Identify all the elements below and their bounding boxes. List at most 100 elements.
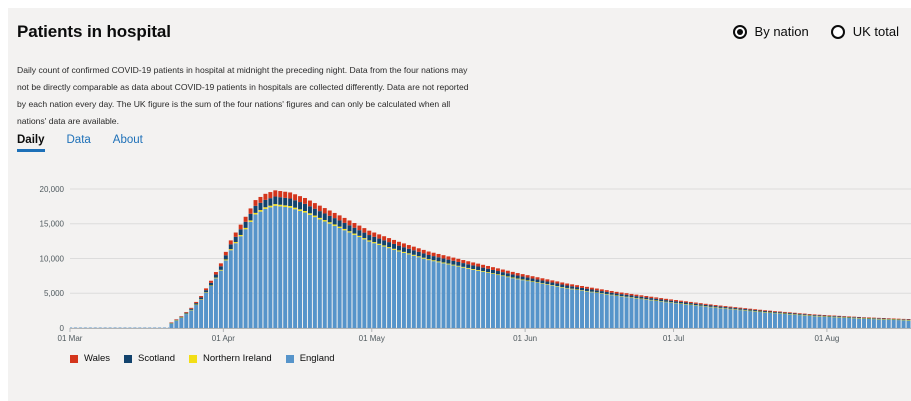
- bar-england: [293, 209, 298, 328]
- bar-england: [589, 292, 594, 328]
- bar-scotland: [763, 311, 768, 313]
- bar-northern-ireland: [758, 311, 763, 313]
- bar-scotland: [906, 319, 911, 321]
- bar-scotland: [545, 281, 550, 285]
- bar-northern-ireland: [792, 314, 797, 315]
- bar-northern-ireland: [584, 290, 589, 292]
- bar-scotland: [367, 235, 372, 241]
- tab-about[interactable]: About: [112, 134, 143, 146]
- bar-wales: [382, 236, 387, 241]
- radio-uk-total[interactable]: UK total: [830, 24, 899, 39]
- bar-england: [184, 313, 189, 328]
- bar-wales: [728, 306, 733, 308]
- bar-england: [426, 260, 431, 328]
- tab-data[interactable]: Data: [66, 134, 91, 146]
- bar-northern-ireland: [530, 281, 535, 283]
- bar-northern-ireland: [466, 267, 471, 269]
- bar-northern-ireland: [288, 205, 293, 208]
- bar-northern-ireland: [481, 271, 486, 272]
- bar-scotland: [871, 318, 876, 319]
- bar-northern-ireland: [644, 299, 649, 300]
- bar-scotland: [570, 286, 575, 289]
- bar-england: [322, 221, 327, 328]
- bar-northern-ireland: [446, 263, 451, 265]
- bar-england: [204, 292, 209, 328]
- bar-northern-ireland: [416, 256, 421, 258]
- bar-england: [772, 312, 777, 328]
- legend-label-england: England: [299, 353, 335, 364]
- bar-northern-ireland: [555, 286, 560, 287]
- bar-england: [674, 303, 678, 328]
- bar-scotland: [698, 304, 703, 306]
- bar-northern-ireland: [748, 310, 753, 312]
- bar-england: [812, 315, 817, 328]
- bar-england: [258, 211, 263, 328]
- bar-northern-ireland: [263, 207, 268, 209]
- bar-scotland: [693, 303, 698, 306]
- bar-wales: [906, 319, 911, 320]
- tab-daily[interactable]: Daily: [17, 134, 45, 152]
- bar-england: [253, 214, 258, 328]
- bar-wales: [862, 317, 866, 318]
- bar-scotland: [886, 318, 891, 320]
- bar-northern-ireland: [659, 301, 664, 302]
- bar-scotland: [278, 197, 283, 205]
- bar-scotland: [807, 314, 812, 316]
- bar-england: [738, 309, 743, 328]
- bar-northern-ireland: [406, 253, 411, 255]
- bar-northern-ireland: [293, 207, 298, 210]
- bar-wales: [233, 232, 238, 237]
- bar-northern-ireland: [471, 268, 476, 270]
- bar-northern-ireland: [812, 315, 817, 317]
- bar-england: [411, 255, 416, 328]
- bar-wales: [896, 318, 901, 320]
- bar-england: [654, 300, 659, 328]
- bar-wales: [708, 304, 713, 306]
- bar-northern-ireland: [397, 250, 401, 252]
- bar-northern-ireland: [540, 283, 545, 284]
- bar-northern-ireland: [426, 259, 431, 261]
- bar-wales: [777, 311, 782, 313]
- bar-england: [243, 229, 248, 328]
- bar-england: [683, 304, 688, 328]
- bar-england: [743, 310, 748, 328]
- bar-wales: [204, 288, 209, 291]
- radio-by-nation[interactable]: By nation: [732, 24, 809, 39]
- bar-wales: [307, 200, 312, 207]
- bar-scotland: [520, 276, 525, 280]
- bar-scotland: [421, 253, 426, 258]
- bar-northern-ireland: [372, 242, 377, 244]
- bar-scotland: [510, 274, 515, 278]
- bar-scotland: [461, 263, 466, 267]
- bar-england: [728, 309, 733, 328]
- y-tick-label: 20,000: [40, 185, 65, 194]
- legend-swatch-england: [285, 354, 294, 363]
- bar-england: [857, 318, 862, 328]
- bar-scotland: [327, 215, 332, 223]
- bar-wales: [866, 317, 871, 318]
- bar-northern-ireland: [317, 217, 322, 220]
- bar-england: [213, 278, 218, 328]
- bar-england: [372, 243, 377, 328]
- bar-scotland: [787, 313, 792, 314]
- bar-england: [397, 251, 401, 328]
- chart-card: [8, 8, 911, 401]
- bar-scotland: [852, 317, 857, 318]
- bar-scotland: [733, 308, 738, 310]
- bar-northern-ireland: [367, 240, 372, 242]
- bar-wales: [209, 280, 213, 283]
- bar-england: [406, 254, 411, 328]
- bar-northern-ireland: [822, 316, 827, 317]
- bar-northern-ireland: [609, 294, 614, 296]
- bar-scotland: [515, 275, 520, 279]
- bar-northern-ireland: [594, 292, 599, 293]
- x-tick-label: 01 Mar: [58, 334, 83, 343]
- bar-scotland: [550, 282, 555, 286]
- bar-england: [807, 315, 812, 328]
- bar-northern-ireland: [545, 284, 550, 285]
- bar-wales: [505, 270, 510, 274]
- bar-england: [876, 318, 881, 328]
- bar-scotland: [307, 206, 312, 214]
- bar-wales: [342, 217, 347, 223]
- bar-england: [510, 278, 515, 328]
